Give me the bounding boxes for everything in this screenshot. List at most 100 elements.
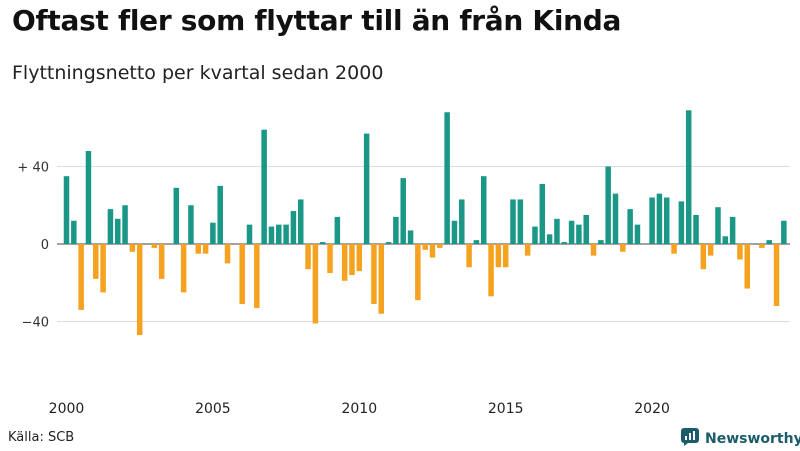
bar-2003-q4 bbox=[173, 187, 180, 244]
bar-2006-q4 bbox=[261, 129, 267, 244]
bar-2004-q2 bbox=[188, 205, 194, 244]
bar-2012-q2 bbox=[422, 244, 428, 250]
bar-2021-q4 bbox=[700, 244, 707, 270]
bar-2002-q3 bbox=[136, 244, 143, 336]
bar-2000-q1 bbox=[63, 176, 70, 244]
bar-2003-q1 bbox=[151, 244, 158, 248]
bar-2001-q1 bbox=[93, 244, 99, 279]
bar-2019-q2 bbox=[627, 209, 633, 245]
bar-2014-q2 bbox=[480, 176, 487, 244]
bar-2018-q4 bbox=[612, 193, 619, 245]
bar-2007-q1 bbox=[268, 226, 275, 244]
bar-2022-q4 bbox=[729, 216, 736, 245]
y-tick-label: + 40 bbox=[17, 161, 49, 176]
x-tick-label: 2010 bbox=[341, 401, 377, 417]
bar-2011-q2 bbox=[393, 216, 399, 245]
source-note: Källa: SCB bbox=[8, 430, 75, 445]
bar-2008-q3 bbox=[312, 244, 319, 324]
bar-2020-q2 bbox=[656, 193, 663, 245]
bar-2013-q1 bbox=[444, 112, 450, 244]
bar-2005-q3 bbox=[224, 244, 231, 264]
bar-2024-q3 bbox=[781, 220, 787, 244]
bar-2015-q2 bbox=[510, 199, 516, 244]
bar-2023-q1 bbox=[737, 244, 743, 260]
bar-2008-q4 bbox=[319, 242, 326, 244]
chart-title: Oftast fler som flyttar till än från Kin… bbox=[12, 4, 622, 37]
bar-2009-q4 bbox=[349, 244, 355, 275]
bar-2011-q1 bbox=[385, 242, 392, 244]
bar-2004-q4 bbox=[202, 244, 209, 254]
bar-2005-q2 bbox=[217, 185, 223, 245]
bar-2011-q4 bbox=[407, 230, 414, 244]
bar-2022-q3 bbox=[722, 236, 729, 244]
bar-2004-q3 bbox=[195, 244, 202, 254]
bar-2006-q3 bbox=[254, 244, 260, 308]
bar-2017-q1 bbox=[561, 242, 568, 244]
bar-2008-q1 bbox=[297, 199, 304, 244]
bar-2012-q1 bbox=[415, 244, 421, 301]
y-tick-label: 0 bbox=[41, 238, 49, 253]
bar-2013-q4 bbox=[466, 244, 472, 268]
bar-2001-q3 bbox=[107, 209, 114, 245]
x-tick-label: 2015 bbox=[488, 401, 524, 417]
bar-2006-q2 bbox=[246, 224, 253, 245]
bar-2014-q4 bbox=[495, 244, 502, 268]
bar-2023-q2 bbox=[744, 244, 751, 289]
bar-2004-q1 bbox=[180, 244, 187, 293]
bar-2000-q3 bbox=[78, 244, 84, 310]
bar-2020-q1 bbox=[649, 197, 655, 244]
bar-2009-q2 bbox=[334, 216, 341, 245]
bar-2010-q4 bbox=[378, 244, 385, 314]
bar-2015-q1 bbox=[502, 244, 509, 268]
bar-2010-q2 bbox=[363, 133, 370, 244]
y-tick-label: −40 bbox=[22, 316, 49, 331]
bar-2015-q3 bbox=[517, 199, 524, 244]
bar-2009-q1 bbox=[327, 244, 333, 274]
bar-2007-q4 bbox=[290, 211, 297, 244]
bar-2008-q2 bbox=[305, 244, 311, 270]
bar-2000-q4 bbox=[85, 151, 92, 244]
bar-2007-q3 bbox=[283, 224, 289, 245]
axes: + 40 0 −40 2000 2005 2010 2015 2020 bbox=[17, 161, 669, 418]
bar-2016-q1 bbox=[532, 226, 538, 244]
bar-2000-q2 bbox=[71, 220, 77, 244]
bar-2012-q4 bbox=[437, 244, 443, 248]
bar-2007-q2 bbox=[276, 224, 282, 245]
bar-2011-q3 bbox=[400, 178, 406, 245]
bar-2016-q4 bbox=[554, 218, 560, 244]
bar-2001-q2 bbox=[100, 244, 106, 293]
bar-2023-q4 bbox=[759, 244, 765, 248]
bar-2010-q1 bbox=[356, 244, 363, 272]
bar-2013-q2 bbox=[451, 220, 458, 244]
bar-2017-q3 bbox=[576, 224, 582, 245]
bar-2006-q1 bbox=[239, 244, 245, 305]
chart-subtitle: Flyttningsnetto per kvartal sedan 2000 bbox=[12, 62, 384, 84]
bar-2022-q2 bbox=[715, 207, 721, 244]
bar-2013-q3 bbox=[459, 199, 465, 244]
bar-2024-q1 bbox=[766, 240, 772, 245]
bar-2016-q2 bbox=[539, 183, 546, 244]
x-tick-label: 2020 bbox=[634, 401, 670, 417]
bar-2003-q2 bbox=[158, 244, 165, 279]
bar-2005-q1 bbox=[210, 222, 216, 244]
bar-2009-q3 bbox=[341, 244, 348, 281]
bar-2018-q3 bbox=[605, 166, 611, 244]
bar-2018-q2 bbox=[598, 240, 604, 245]
bar-2017-q2 bbox=[568, 220, 575, 244]
bar-2001-q4 bbox=[114, 218, 121, 244]
brand-logo: Newsworthy bbox=[680, 427, 800, 451]
x-tick-label: 2000 bbox=[49, 401, 85, 417]
bar-2018-q1 bbox=[590, 244, 597, 256]
bar-2021-q3 bbox=[693, 214, 699, 244]
bar-2020-q4 bbox=[671, 244, 677, 254]
bar-2024-q2 bbox=[773, 244, 780, 306]
bar-2016-q3 bbox=[546, 234, 553, 244]
bar-2010-q3 bbox=[371, 244, 377, 305]
x-tick-label: 2005 bbox=[195, 401, 231, 417]
bar-2014-q3 bbox=[488, 244, 494, 297]
bar-2002-q2 bbox=[129, 244, 136, 252]
bar-2002-q1 bbox=[122, 205, 128, 244]
bars bbox=[63, 110, 787, 336]
bar-2020-q3 bbox=[663, 197, 670, 244]
